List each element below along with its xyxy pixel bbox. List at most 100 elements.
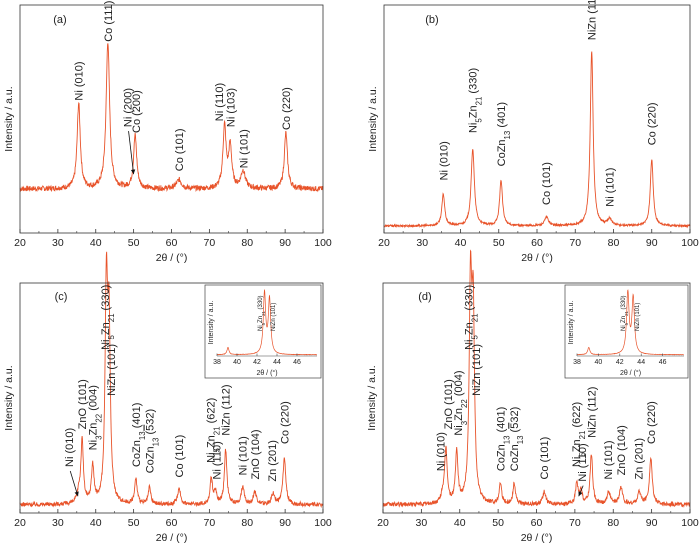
peak-label: Ni3Zn22 (004)	[453, 370, 469, 435]
x-tick-label: 80	[241, 517, 253, 529]
inset-x-tick-label: 42	[253, 359, 261, 366]
peak-label: Ni (101)	[238, 129, 250, 168]
peak-label: Ni (110)	[577, 443, 589, 481]
x-tick-label: 30	[52, 237, 64, 249]
x-tick-label: 50	[128, 517, 140, 529]
peak-label: ZnO (104)	[616, 425, 628, 475]
peak-label: Ni (010)	[74, 61, 86, 100]
x-tick-label: 30	[416, 517, 428, 529]
peak-label: Co (220)	[279, 401, 291, 444]
peak-label: Co (220)	[647, 102, 659, 145]
peak-label: NiZn (101)	[106, 344, 118, 396]
peak-label: Co (220)	[281, 87, 293, 130]
peak-label: Ni5Zn21 (622)	[206, 398, 222, 463]
peak-label: CoZn13 (401)	[495, 407, 511, 471]
x-tick-label: 90	[279, 237, 291, 249]
peak-label: Ni (101)	[238, 436, 250, 475]
panel-label: (c)	[55, 291, 68, 303]
x-axis-label: 2θ / (°)	[156, 252, 188, 264]
peak-label: ZnO (101)	[77, 379, 89, 429]
y-axis-label: Intensity / a.u.	[366, 365, 378, 430]
peak-label: Ni5Zn21 (330)	[464, 285, 480, 350]
peak-label: Ni5Zn21 (330)	[100, 285, 116, 350]
peak-label: Ni (110)	[214, 83, 226, 121]
peak-label: CoZn13 (401)	[131, 403, 147, 467]
x-tick-label: 80	[241, 237, 253, 249]
peak-label: NiZn (112)	[587, 0, 599, 40]
inset-x-axis-label: 2θ / (°)	[620, 369, 641, 377]
peak-label: Ni3Zn22 (004)	[88, 385, 104, 450]
x-tick-label: 70	[569, 517, 581, 529]
xrd-trace-a	[19, 43, 324, 193]
inset-d: 38 40 42 44 46 2θ / (°) Intensity / a.u. Ni5Zn2…	[564, 284, 689, 379]
peak-label: Co (101)	[539, 437, 551, 480]
x-tick-label: 20	[378, 237, 390, 249]
peak-label: ZnO (101)	[443, 379, 455, 429]
panel-label: (d)	[418, 291, 431, 303]
peak-label: Ni (010)	[64, 428, 76, 467]
x-tick-label: 70	[204, 517, 216, 529]
x-tick-label: 80	[607, 517, 619, 529]
inset-x-tick-label: 42	[616, 359, 624, 366]
plot-frame-a	[19, 4, 324, 234]
inset-y-axis-label: Intensity / a.u.	[208, 301, 215, 345]
peak-label: NiZn (112)	[221, 384, 233, 435]
x-tick-label: 70	[569, 237, 581, 249]
peak-label: CoZn13 (532)	[145, 409, 161, 473]
x-tick-label: 90	[646, 517, 658, 529]
panel-a: 20 30 40 50 60 70 80 90 100 2θ / (°) Intensity / a…	[3, 1, 332, 264]
y-axis-label: Intensity / a.u.	[3, 365, 15, 430]
inset-peak-label: Ni5Zn21 (330)	[258, 295, 266, 331]
peak-label: Ni (110)	[212, 441, 224, 479]
peak-label: Co (111)	[103, 1, 115, 42]
inset-y-axis-label: Intensity / a.u.	[568, 301, 575, 345]
panel-d: 20 30 40 50 60 70 80 90 100 2θ / (°) Intensity / a…	[366, 249, 699, 544]
peak-label: Co (220)	[646, 401, 658, 444]
x-tick-label: 20	[14, 237, 26, 249]
inset-trace	[576, 289, 684, 356]
panel-b: 20 30 40 50 60 70 80 90 100 2θ / (°) Intensity / a…	[367, 0, 699, 264]
peak-label: Ni5Zn21 (622)	[571, 402, 587, 467]
x-axis-label: 2θ / (°)	[521, 252, 553, 264]
x-tick-label: 50	[492, 517, 504, 529]
x-tick-label: 90	[279, 517, 291, 529]
x-tick-label: 40	[90, 517, 102, 529]
inset-peak-label: Ni5Zn21 (330)	[621, 295, 629, 331]
x-tick-label: 50	[493, 237, 505, 249]
inset-trace	[216, 289, 317, 356]
inset-x-tick-label: 40	[595, 359, 603, 366]
inset-x-tick-label: 38	[573, 359, 581, 366]
inset-c: 38 40 42 44 46 2θ / (°) Intensity / a.u. Ni5Zn2…	[204, 284, 322, 379]
x-tick-label: 70	[204, 237, 216, 249]
inset-peak-label: NiZn (101)	[635, 303, 641, 331]
peak-label: Ni (010)	[438, 141, 450, 180]
peak-label: Ni (101)	[605, 168, 617, 207]
x-tick-label: 30	[52, 517, 64, 529]
x-tick-label: 90	[646, 237, 658, 249]
inset-x-tick-label: 46	[659, 359, 667, 366]
xrd-trace-b	[383, 51, 691, 229]
x-tick-label: 20	[377, 517, 389, 529]
x-tick-label: 20	[14, 517, 26, 529]
inset-x-tick-label: 38	[213, 359, 221, 366]
peak-label: Ni (101)	[603, 440, 615, 479]
peak-label: Ni (200)	[123, 88, 135, 127]
panel-label: (a)	[53, 14, 66, 26]
x-tick-label: 40	[90, 237, 102, 249]
x-axis-label: 2θ / (°)	[521, 532, 553, 544]
inset-peak-label: NiZn (101)	[271, 303, 277, 331]
x-tick-label: 60	[166, 237, 178, 249]
peak-label: NiZn (101)	[471, 344, 483, 396]
xrd-trace-c	[19, 251, 324, 509]
peak-arrow	[128, 131, 135, 175]
panel-c: 20 30 40 50 60 70 80 90 100 2θ / (°) Intensity / a…	[3, 251, 332, 544]
plot-frame-b	[383, 4, 691, 234]
peak-label: Ni5Zn21 (330)	[468, 68, 484, 133]
inset-x-tick-label: 44	[637, 359, 645, 366]
x-tick-label: 100	[681, 517, 699, 529]
panel-label: (b)	[425, 14, 438, 26]
inset-x-tick-label: 44	[273, 359, 281, 366]
peak-label: Co (200)	[131, 90, 143, 133]
x-tick-label: 80	[608, 237, 620, 249]
